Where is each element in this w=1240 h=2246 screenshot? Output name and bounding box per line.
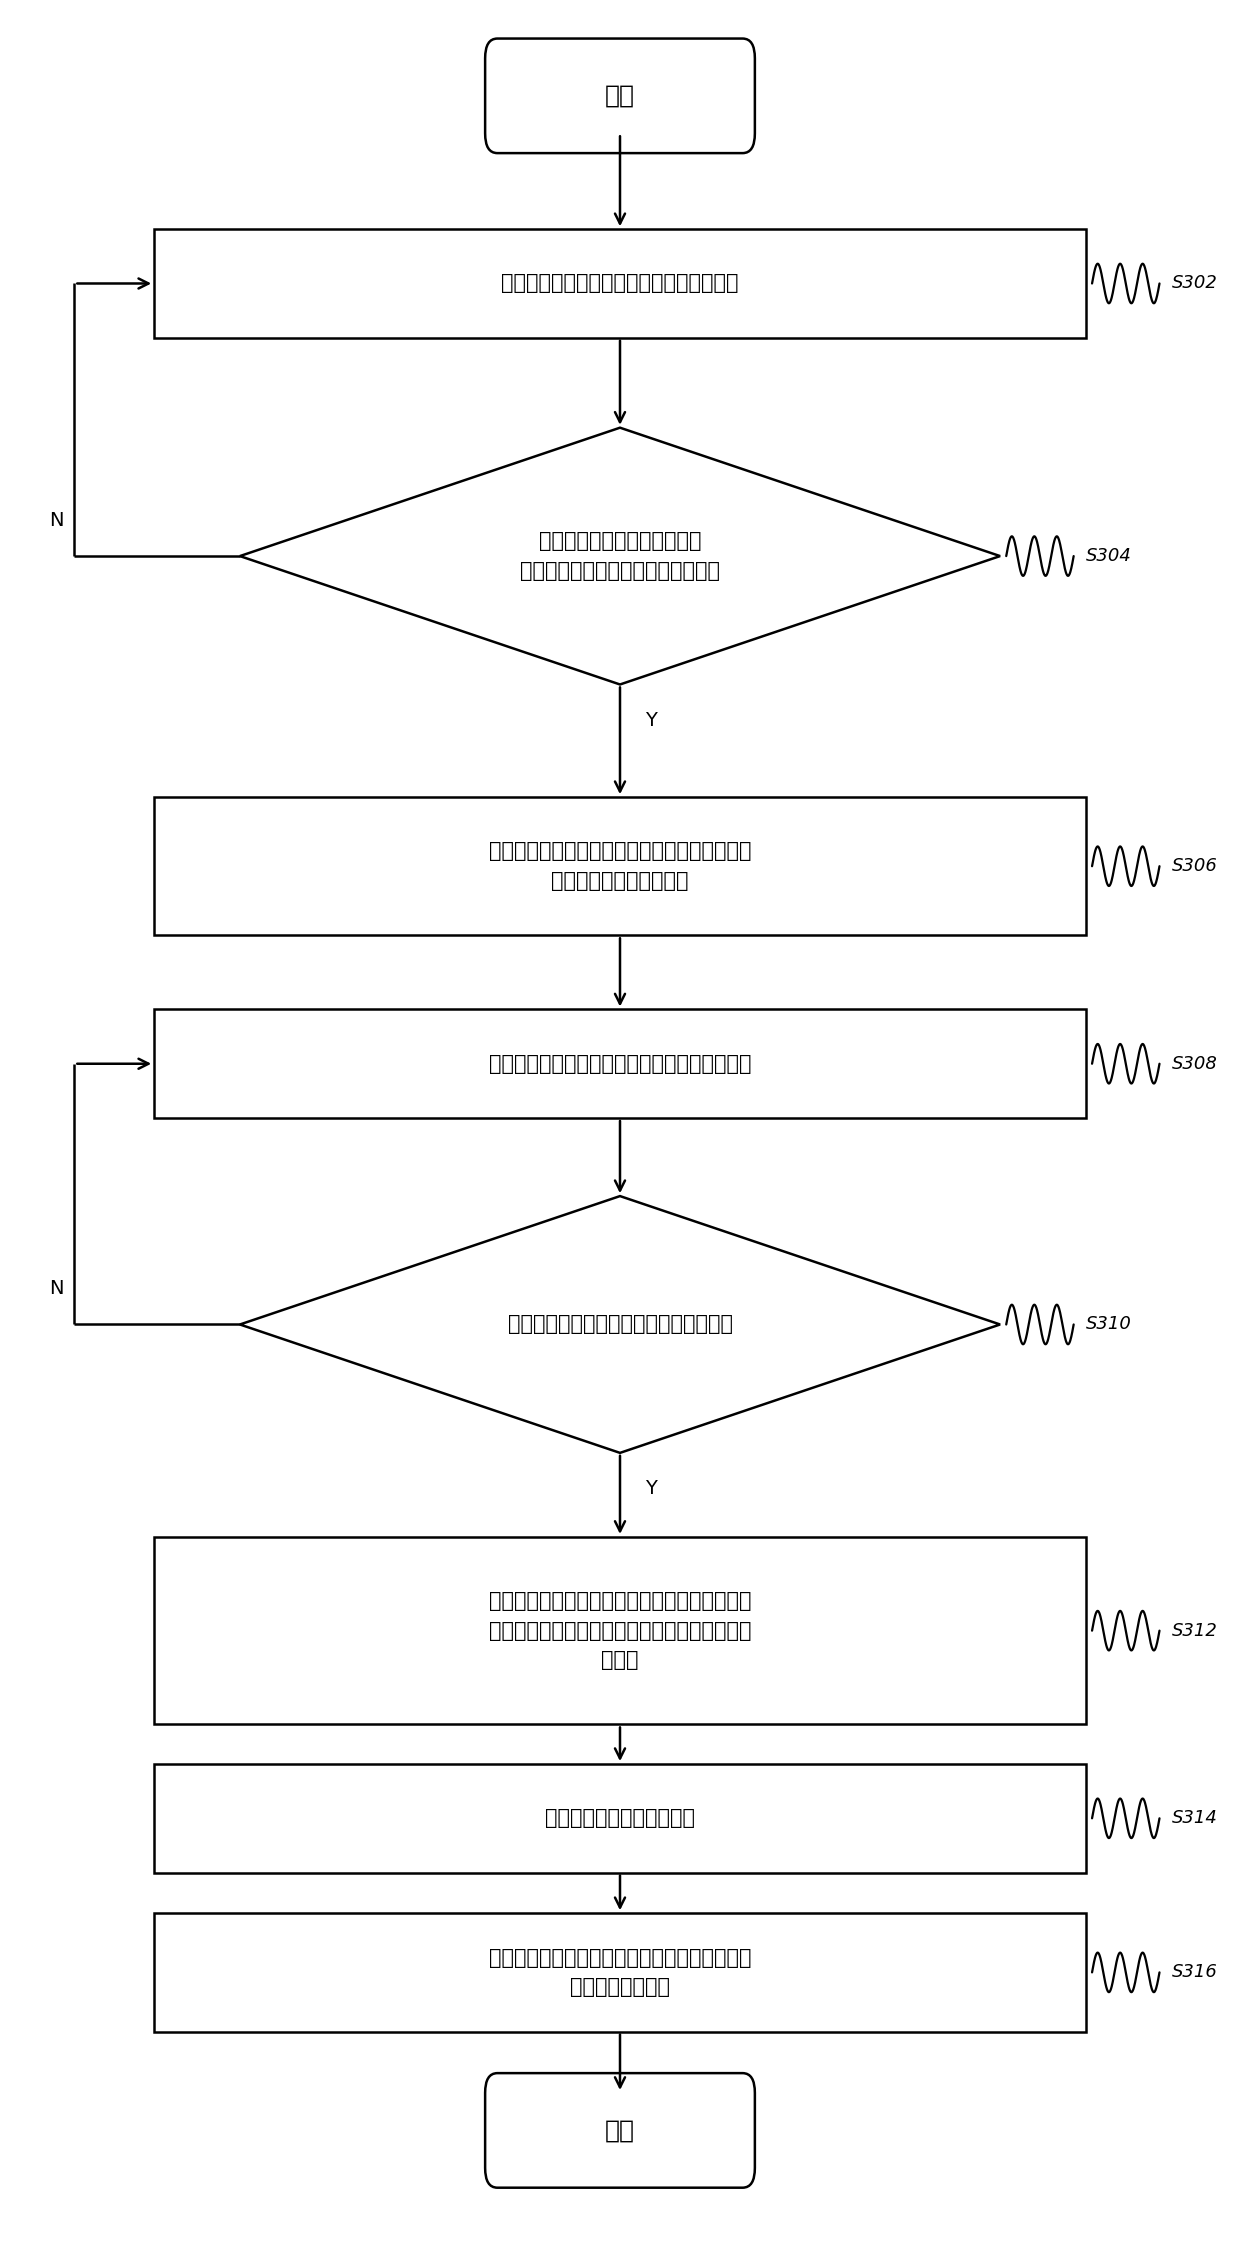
Text: Y: Y <box>645 710 657 730</box>
Text: S302: S302 <box>1172 274 1218 292</box>
Bar <box>154 1536 1086 1725</box>
Bar <box>154 1763 1086 1873</box>
Text: 设置当前的实时地理区域为地理围栏建立地理围
栏，车辆实时定位信号对应的定位点位于地理围
栏之外: 设置当前的实时地理区域为地理围栏建立地理围 栏，车辆实时定位信号对应的定位点位于… <box>489 1590 751 1671</box>
Text: N: N <box>48 512 63 530</box>
Text: 记录用户在当前的实时地理区域的连续停留时间: 记录用户在当前的实时地理区域的连续停留时间 <box>489 1053 751 1074</box>
Text: 判断连续停留时间是否大于等于预设时长: 判断连续停留时间是否大于等于预设时长 <box>507 1314 733 1334</box>
Text: N: N <box>48 1280 63 1298</box>
Text: S308: S308 <box>1172 1056 1218 1074</box>
Polygon shape <box>239 427 1001 685</box>
Text: 确定用户所在的实时地理区域，实时地理区域与
用户实时定位信号相对应: 确定用户所在的实时地理区域，实时地理区域与 用户实时定位信号相对应 <box>489 842 751 892</box>
FancyBboxPatch shape <box>485 38 755 153</box>
Text: 开始: 开始 <box>605 83 635 108</box>
Bar <box>154 1008 1086 1119</box>
Text: S316: S316 <box>1172 1963 1218 1981</box>
Bar <box>154 1914 1086 2033</box>
Text: S306: S306 <box>1172 858 1218 876</box>
Text: S312: S312 <box>1172 1622 1218 1640</box>
Bar <box>154 229 1086 337</box>
Text: 接收用户实时定位信号和车辆实时定位信号: 接收用户实时定位信号和车辆实时定位信号 <box>501 274 739 294</box>
FancyBboxPatch shape <box>485 2073 755 2188</box>
Text: S304: S304 <box>1086 548 1132 566</box>
Bar <box>154 797 1086 934</box>
Text: S314: S314 <box>1172 1810 1218 1828</box>
Text: S310: S310 <box>1086 1316 1132 1334</box>
Text: Y: Y <box>645 1478 657 1498</box>
Text: 当用户退出地理围栏时，发出控制指令以控制车
辆的车载空调运行: 当用户退出地理围栏时，发出控制指令以控制车 辆的车载空调运行 <box>489 1947 751 1997</box>
Text: 结束: 结束 <box>605 2118 635 2143</box>
Polygon shape <box>239 1197 1001 1453</box>
Text: 检测用户是否退出地理围栏: 检测用户是否退出地理围栏 <box>546 1808 694 1828</box>
Text: 根据用户实时定位信号和车辆
实时定位信号判断用户是否离开车辆: 根据用户实时定位信号和车辆 实时定位信号判断用户是否离开车辆 <box>520 532 720 582</box>
